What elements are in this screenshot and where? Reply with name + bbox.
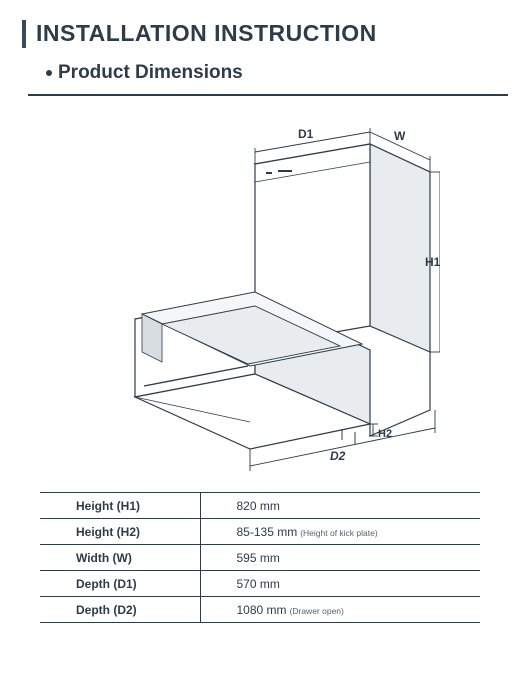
row-value-text: 570 mm: [237, 577, 280, 591]
table-row: Depth (D1) 570 mm: [40, 571, 480, 597]
row-value: 570 mm: [200, 571, 480, 597]
row-label: Height (H1): [40, 493, 200, 519]
row-label: Depth (D1): [40, 571, 200, 597]
row-value: 595 mm: [200, 545, 480, 571]
row-note: (Drawer open): [287, 606, 344, 616]
row-value-text: 820 mm: [237, 499, 280, 513]
diagram-container: W D1 H1 H2 D2: [22, 96, 498, 486]
row-value-text: 595 mm: [237, 551, 280, 565]
row-label: Depth (D2): [40, 597, 200, 623]
dim-d2-label: D2: [330, 449, 346, 463]
control-dot-2: [278, 170, 292, 172]
product-diagram: W D1 H1 H2 D2: [80, 114, 440, 474]
row-value-text: 85-135 mm: [237, 525, 298, 539]
dim-h1-label: H1: [425, 255, 440, 269]
row-note: [280, 580, 283, 590]
row-label: Width (W): [40, 545, 200, 571]
sub-heading: Product Dimensions: [46, 62, 498, 84]
row-note: (Height of kick plate): [297, 528, 377, 538]
row-value-text: 1080 mm: [237, 603, 287, 617]
main-heading: INSTALLATION INSTRUCTION: [22, 20, 498, 48]
dim-d1-label: D1: [298, 127, 314, 141]
bullet-icon: [46, 70, 52, 76]
table-row: Height (H1) 820 mm: [40, 493, 480, 519]
table-row: Depth (D2) 1080 mm(Drawer open): [40, 597, 480, 623]
row-value: 1080 mm(Drawer open): [200, 597, 480, 623]
cabinet-right-face: [370, 144, 430, 352]
control-dot-1: [266, 172, 272, 174]
row-note: [280, 554, 283, 564]
row-value: 85-135 mm(Height of kick plate): [200, 519, 480, 545]
main-heading-text: INSTALLATION INSTRUCTION: [36, 20, 377, 48]
dim-w-label: W: [394, 129, 406, 143]
sub-heading-text: Product Dimensions: [58, 62, 243, 84]
table-row: Height (H2) 85-135 mm(Height of kick pla…: [40, 519, 480, 545]
row-note: [280, 502, 283, 512]
dimensions-table: Height (H1) 820 mm Height (H2) 85-135 mm…: [40, 492, 480, 623]
row-label: Height (H2): [40, 519, 200, 545]
kick-plate: [370, 352, 430, 436]
heading-bar: [22, 20, 26, 48]
table-row: Width (W) 595 mm: [40, 545, 480, 571]
row-value: 820 mm: [200, 493, 480, 519]
